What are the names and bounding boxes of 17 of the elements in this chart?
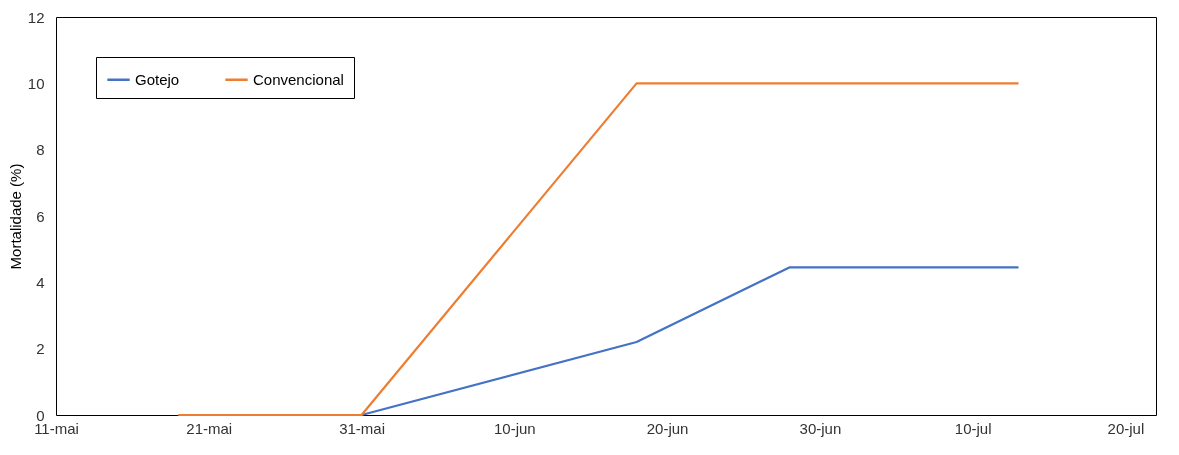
x-tick-label: 10-jun (493, 419, 536, 437)
y-axis-title: Mortalidade (%) (6, 163, 24, 270)
y-tick-label: 6 (36, 207, 45, 225)
y-tick-label: 10 (27, 74, 45, 92)
y-tick-label: 0 (36, 406, 45, 424)
x-tick-label: 21-mai (186, 419, 233, 437)
legend-label: Gotejo (135, 70, 180, 88)
x-tick-label: 20-jun (646, 419, 689, 437)
y-tick-label: 12 (27, 8, 45, 26)
x-tick-label: 20-jul (1107, 419, 1145, 437)
y-tick-label: 8 (36, 141, 45, 159)
y-tick-label: 2 (36, 340, 45, 358)
x-tick-label: 31-mai (339, 419, 385, 437)
x-tick-label: 10-jul (954, 419, 992, 437)
legend-label: Convencional (253, 70, 344, 88)
y-tick-label: 4 (36, 273, 45, 291)
x-tick-label: 30-jun (799, 419, 842, 437)
